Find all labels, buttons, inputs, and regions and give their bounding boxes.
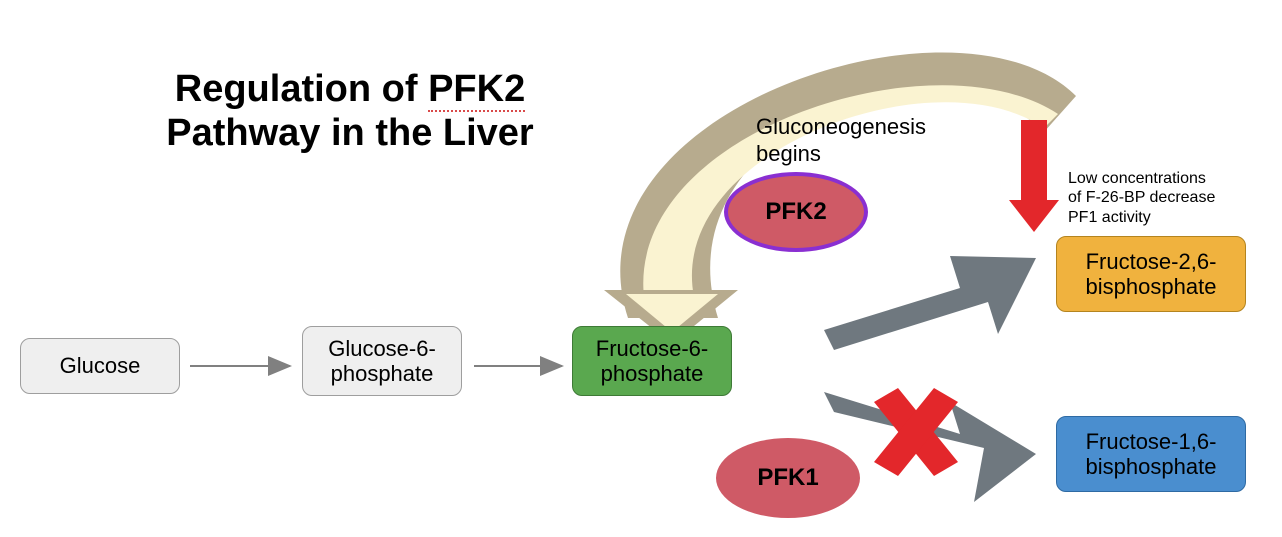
title-line1-pre: Regulation of [175,68,428,110]
node-glucose-label: Glucose [60,353,141,378]
node-f26bp-label: Fructose-2,6- bisphosphate [1086,249,1217,300]
title-line1-em: PFK2 [428,68,525,112]
red-cross-icon [874,388,958,476]
page-title: Regulation of PFK2 Pathway in the Liver [110,68,590,155]
block-arrow-to-f26bp [824,256,1036,350]
enzyme-pfk2: PFK2 [724,172,868,252]
title-line2: Pathway in the Liver [166,112,533,154]
node-f26bp: Fructose-2,6- bisphosphate [1056,236,1246,312]
node-f6p-label: Fructose-6- phosphate [596,336,708,387]
node-glucose: Glucose [20,338,180,394]
node-f6p: Fructose-6- phosphate [572,326,732,396]
node-f16bp-label: Fructose-1,6- bisphosphate [1086,429,1217,480]
node-g6p: Glucose-6- phosphate [302,326,462,396]
node-g6p-label: Glucose-6- phosphate [328,336,436,387]
node-f16bp: Fructose-1,6- bisphosphate [1056,416,1246,492]
label-lowconc-text: Low concentrations of F-26-BP decrease P… [1068,170,1215,225]
label-lowconc: Low concentrations of F-26-BP decrease P… [1068,150,1215,227]
enzyme-pfk1: PFK1 [716,438,860,518]
enzyme-pfk1-label: PFK1 [757,464,818,492]
red-down-arrow-icon [1009,120,1059,232]
label-gluconeogenesis-text: Gluconeogenesis begins [756,114,926,165]
label-gluconeogenesis: Gluconeogenesis begins [756,88,926,167]
enzyme-pfk2-label: PFK2 [765,198,826,226]
